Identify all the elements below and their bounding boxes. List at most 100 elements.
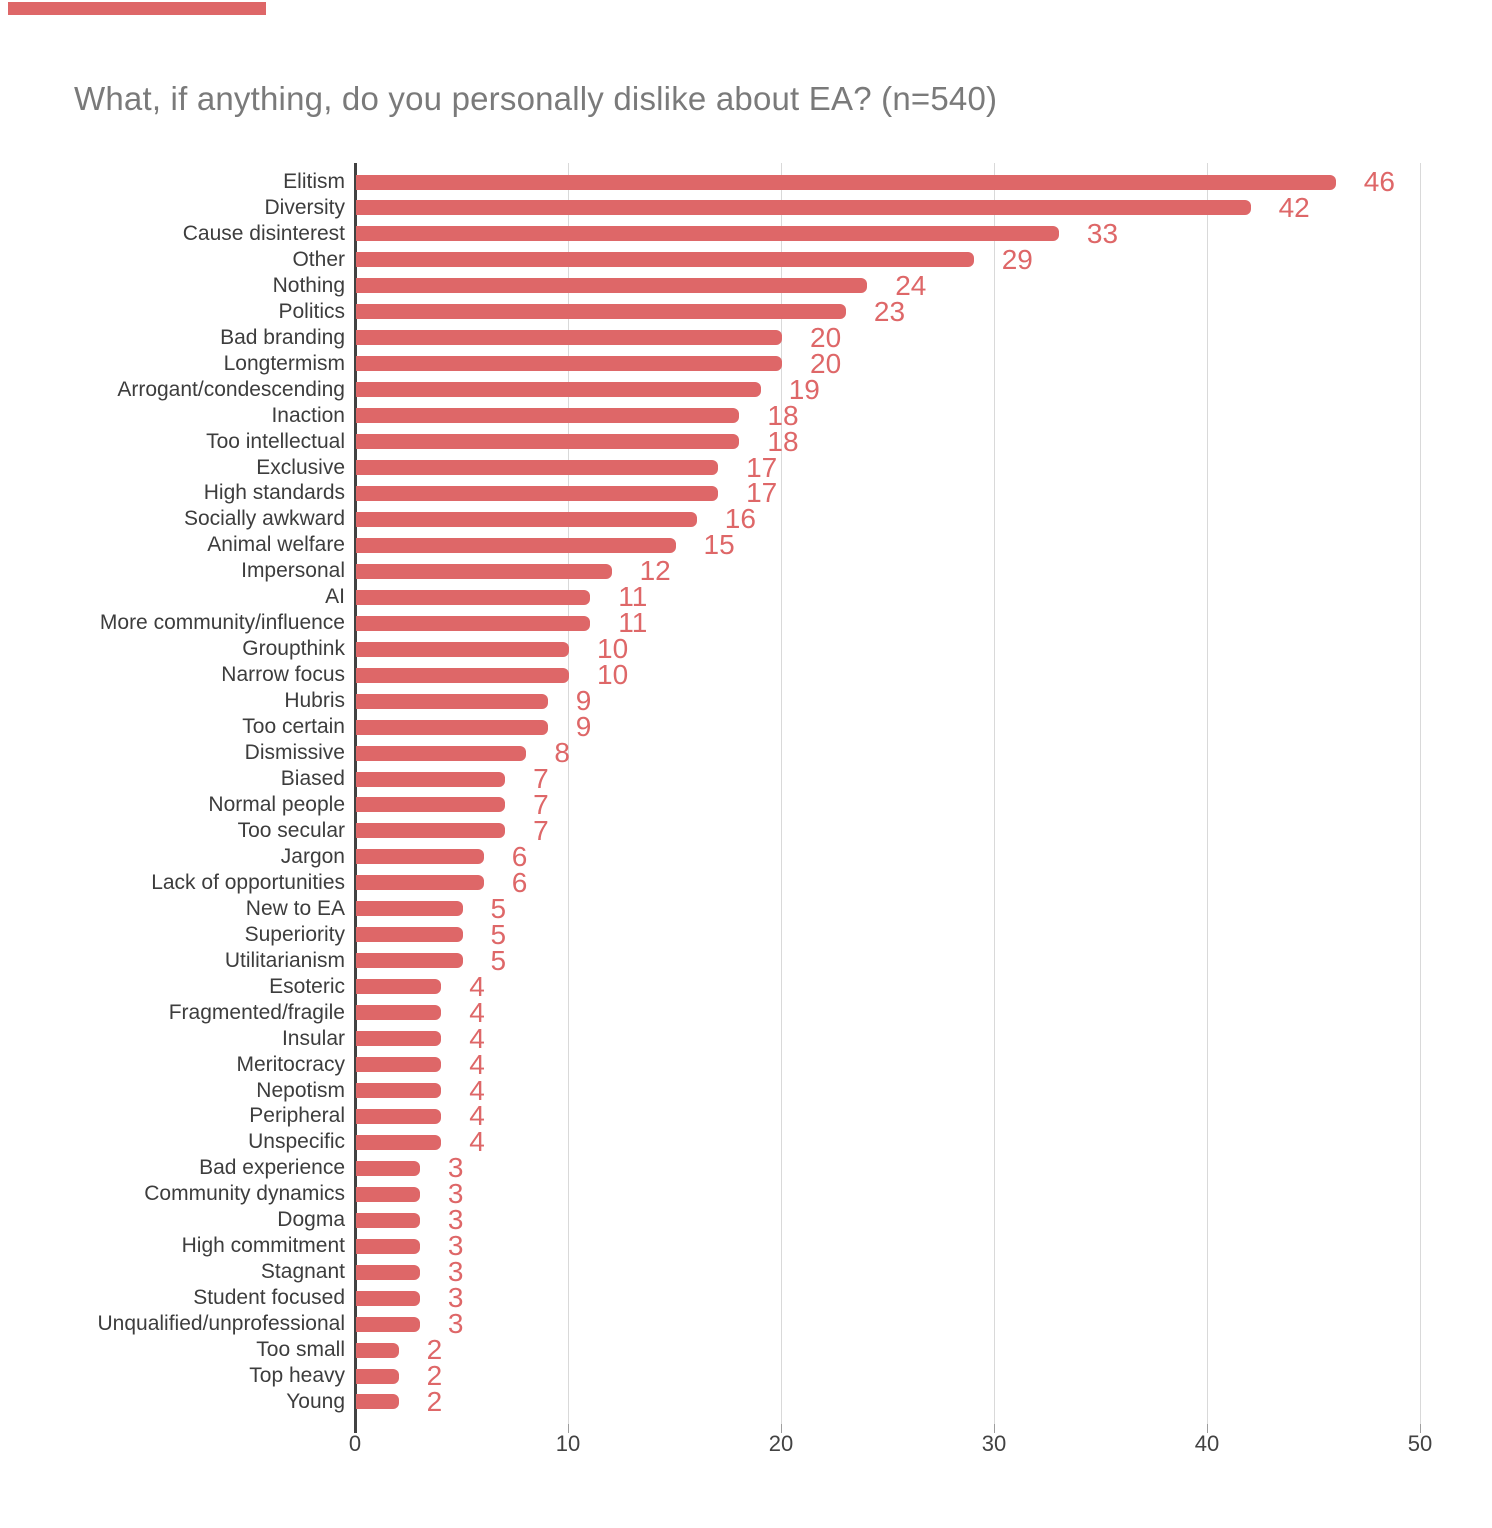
gridline: [1206, 163, 1208, 1424]
value-label: 4: [469, 1022, 485, 1054]
axis-tick: [354, 1424, 357, 1433]
bar: [356, 1108, 442, 1124]
category-label: Lack of opportunities: [151, 870, 345, 894]
category-label: Unqualified/unprofessional: [97, 1312, 346, 1336]
bar: [356, 1342, 399, 1358]
x-tick-label: 30: [981, 1431, 1007, 1456]
bar: [356, 979, 442, 995]
value-label: 24: [895, 269, 927, 301]
category-label: Other: [292, 247, 345, 271]
category-label: Hubris: [284, 689, 345, 713]
axis-tick: [567, 1424, 569, 1433]
value-label: 6: [511, 840, 528, 872]
value-label: 15: [703, 529, 735, 561]
value-label: 46: [1363, 166, 1395, 197]
value-label: 6: [511, 866, 528, 898]
value-label: 3: [447, 1230, 464, 1262]
axis-tick: [993, 1424, 995, 1433]
bar: [356, 1264, 420, 1280]
axis-tick: [780, 1424, 782, 1433]
value-label: 4: [469, 996, 485, 1028]
bar: [356, 485, 719, 501]
bar: [356, 667, 569, 683]
category-label: Cause disinterest: [182, 221, 345, 245]
value-label: 3: [447, 1308, 464, 1340]
category-label: Too secular: [237, 818, 345, 842]
bar: [356, 226, 1059, 242]
bar: [356, 460, 719, 476]
category-label: Impersonal: [241, 559, 345, 583]
category-label: Normal people: [208, 792, 345, 816]
value-label: 8: [554, 737, 570, 769]
bar: [356, 875, 484, 891]
value-label: 2: [426, 1385, 443, 1417]
bar: [356, 1212, 420, 1228]
bar: [356, 382, 761, 398]
bar: [356, 1083, 442, 1098]
category-label: Utilitarianism: [224, 948, 345, 972]
category-label: Dogma: [277, 1208, 345, 1232]
category-label: Student focused: [193, 1286, 345, 1310]
value-label: 18: [767, 425, 799, 457]
value-label: 4: [469, 1126, 485, 1158]
value-label: 7: [533, 763, 549, 795]
category-label: High commitment: [181, 1234, 345, 1258]
value-label: 42: [1278, 191, 1310, 223]
bar: [356, 1186, 420, 1202]
value-label: 4: [469, 1048, 485, 1080]
category-label: Elitism: [283, 170, 345, 193]
category-label: Superiority: [244, 922, 345, 946]
value-label: 20: [810, 321, 842, 353]
bar: [356, 330, 782, 346]
category-label: Politics: [278, 299, 345, 323]
category-label: More community/influence: [99, 611, 345, 635]
bar: [356, 304, 846, 320]
x-tick-label: 20: [768, 1431, 794, 1456]
value-label: 7: [533, 788, 549, 820]
value-label: 3: [447, 1282, 464, 1314]
value-label: 20: [810, 347, 842, 379]
category-label: Bad experience: [199, 1156, 345, 1180]
category-label: High standards: [203, 481, 345, 505]
value-label: 23: [873, 295, 906, 327]
bar: [356, 408, 740, 424]
bar: [356, 200, 1251, 216]
category-label: Arrogant/condescending: [117, 377, 345, 401]
x-tick-label: 10: [555, 1431, 581, 1456]
bar: [356, 1031, 442, 1047]
value-label: 4: [469, 1100, 485, 1132]
value-label: 7: [533, 814, 549, 846]
bar: [356, 797, 506, 813]
category-label: Too intellectual: [206, 429, 345, 453]
category-label: Stagnant: [260, 1260, 345, 1284]
category-label: Meritocracy: [236, 1052, 345, 1076]
category-label: New to EA: [245, 896, 345, 920]
bar: [356, 1316, 420, 1332]
bar: [356, 615, 591, 631]
bar: [356, 434, 740, 450]
value-label: 12: [639, 555, 671, 587]
value-label: 4: [469, 970, 485, 1002]
category-label: Inaction: [271, 403, 345, 427]
category-label: Nothing: [272, 273, 345, 297]
value-label: 5: [490, 944, 507, 976]
bar: [356, 849, 484, 865]
value-label: 3: [447, 1256, 464, 1288]
value-label: 19: [788, 373, 820, 405]
bar: [356, 1290, 420, 1306]
bar: [356, 589, 591, 605]
bar: [356, 511, 697, 527]
value-label: 10: [597, 633, 629, 665]
value-label: 3: [447, 1152, 464, 1184]
category-label: Bad branding: [220, 325, 345, 349]
bar: [356, 927, 463, 943]
category-label: AI: [325, 585, 345, 609]
bar: [356, 563, 612, 579]
category-label: Narrow focus: [221, 663, 345, 687]
bar: [356, 745, 527, 761]
value-label: 11: [618, 607, 648, 639]
axis-tick: [1206, 1424, 1208, 1433]
bar: [356, 641, 569, 657]
bar: [356, 693, 548, 709]
category-label: Community dynamics: [144, 1182, 345, 1206]
